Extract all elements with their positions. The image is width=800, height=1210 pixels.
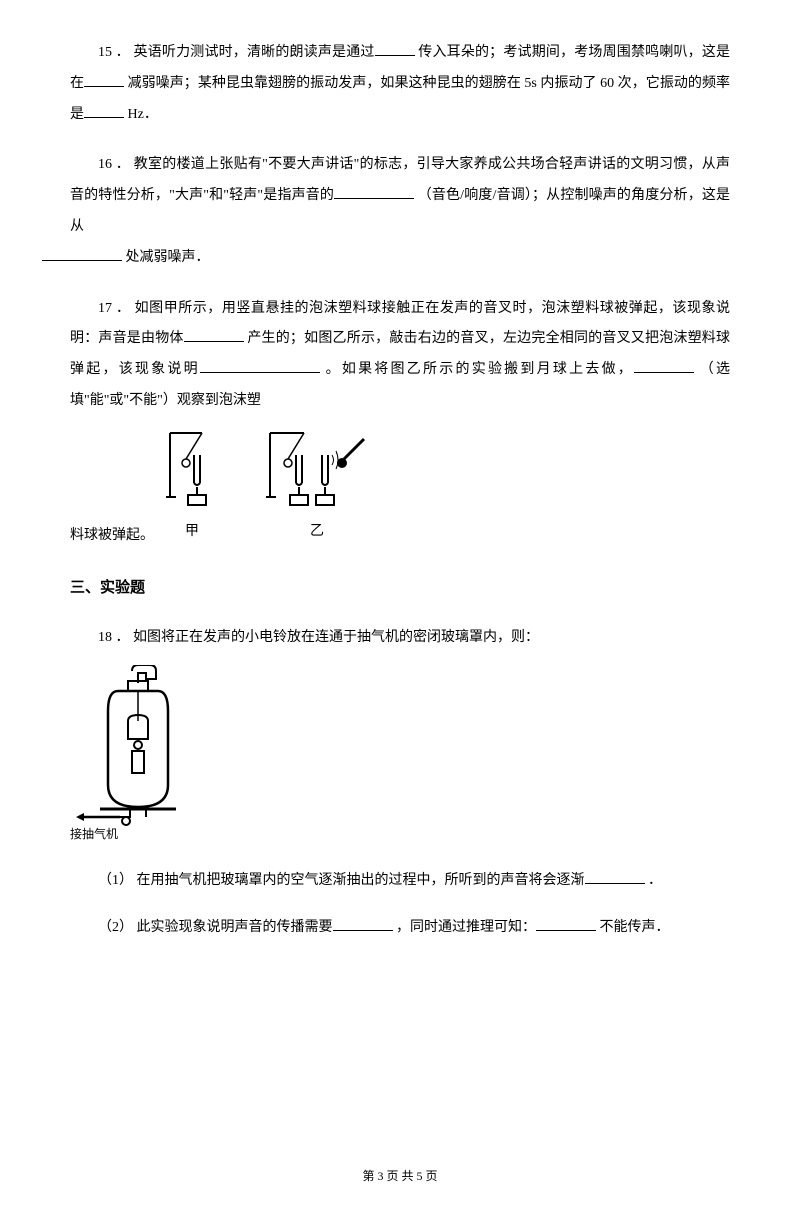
figure-yi-label: 乙 [262, 517, 372, 548]
question-15: 15 ． 英语听力测试时，清晰的朗读声是通过 传入耳朵的；考试期间，考场周围禁鸣… [70, 38, 730, 130]
section-3-title: 三、实验题 [70, 572, 730, 605]
blank [42, 244, 122, 261]
q18-num: 18 ． [98, 630, 130, 645]
q17-text3: 。如果将图乙所示的实验搬到月球上去做， [326, 362, 634, 377]
blank [585, 867, 645, 884]
blank [184, 326, 244, 343]
tuning-fork-jia-icon [162, 425, 222, 515]
page-footer: 第 3 页 共 5 页 [70, 1163, 730, 1189]
q18-sub2-text3: 不能传声． [600, 920, 670, 935]
q17-text5: 料球被弹起。 [70, 521, 154, 552]
question-17: 17 ． 如图甲所示，用竖直悬挂的泡沫塑料球接触正在发声的音叉时，泡沫塑料球被弹… [70, 294, 730, 552]
blank [334, 182, 414, 199]
q18-sub1-label: （1） [98, 873, 133, 888]
q18-figure: 接抽气机 [70, 665, 730, 847]
q16-text3: 处减弱噪声． [126, 250, 210, 265]
blank [536, 914, 596, 931]
blank [634, 356, 694, 373]
figure-jia: 甲 [162, 425, 222, 548]
blank [375, 39, 415, 56]
blank [84, 101, 124, 118]
pump-label: 接抽气机 [70, 821, 730, 847]
question-18: 18 ． 如图将正在发声的小电铃放在连通于抽气机的密闭玻璃罩内，则： [70, 623, 730, 944]
q18-sub1-text2: ． [648, 873, 662, 888]
tuning-fork-yi-icon [262, 425, 372, 515]
blank [333, 914, 393, 931]
q17-figures: 甲 乙 [162, 425, 372, 548]
q18-sub1-text1: 在用抽气机把玻璃罩内的空气逐渐抽出的过程中，所听到的声音将会逐渐 [137, 873, 585, 888]
question-16: 16 ． 教室的楼道上张贴有"不要大声讲话"的标志，引导大家养成公共场合轻声讲话… [70, 150, 730, 273]
q18-text0: 如图将正在发声的小电铃放在连通于抽气机的密闭玻璃罩内，则： [133, 630, 539, 645]
blank [84, 70, 124, 87]
figure-yi: 乙 [262, 425, 372, 548]
bell-jar-icon [70, 665, 190, 835]
q15-text4: Hz． [128, 107, 158, 122]
q16-num: 16 ． [98, 157, 130, 172]
q15-text1: 英语听力测试时，清晰的朗读声是通过 [134, 45, 375, 60]
q15-num: 15 ． [98, 45, 130, 60]
q18-sub2-text1: 此实验现象说明声音的传播需要 [137, 920, 333, 935]
q18-sub2-text2: ，同时通过推理可知： [396, 920, 536, 935]
figure-jia-label: 甲 [162, 517, 222, 548]
q17-num: 17 ． [98, 301, 131, 316]
blank [200, 356, 320, 373]
q18-sub2-label: （2） [98, 920, 133, 935]
q15-text3: 减弱噪声；某种昆虫靠翅膀的振动发声，如果这种昆虫的翅膀在 5s 内振动了 60 … [70, 76, 730, 122]
